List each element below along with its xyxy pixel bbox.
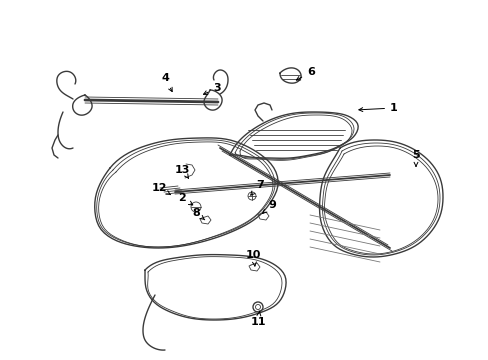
Text: 4: 4 <box>161 73 172 91</box>
Text: 11: 11 <box>250 311 265 327</box>
Text: 3: 3 <box>203 83 220 94</box>
Text: 7: 7 <box>250 180 263 195</box>
Text: 12: 12 <box>152 183 170 195</box>
Text: 13: 13 <box>175 165 190 178</box>
Text: 9: 9 <box>262 200 275 213</box>
Text: 1: 1 <box>358 103 397 113</box>
Text: 8: 8 <box>192 208 204 220</box>
Text: 2: 2 <box>178 193 192 205</box>
Text: 6: 6 <box>296 67 314 80</box>
Text: 5: 5 <box>411 150 419 166</box>
Text: 10: 10 <box>245 250 261 266</box>
